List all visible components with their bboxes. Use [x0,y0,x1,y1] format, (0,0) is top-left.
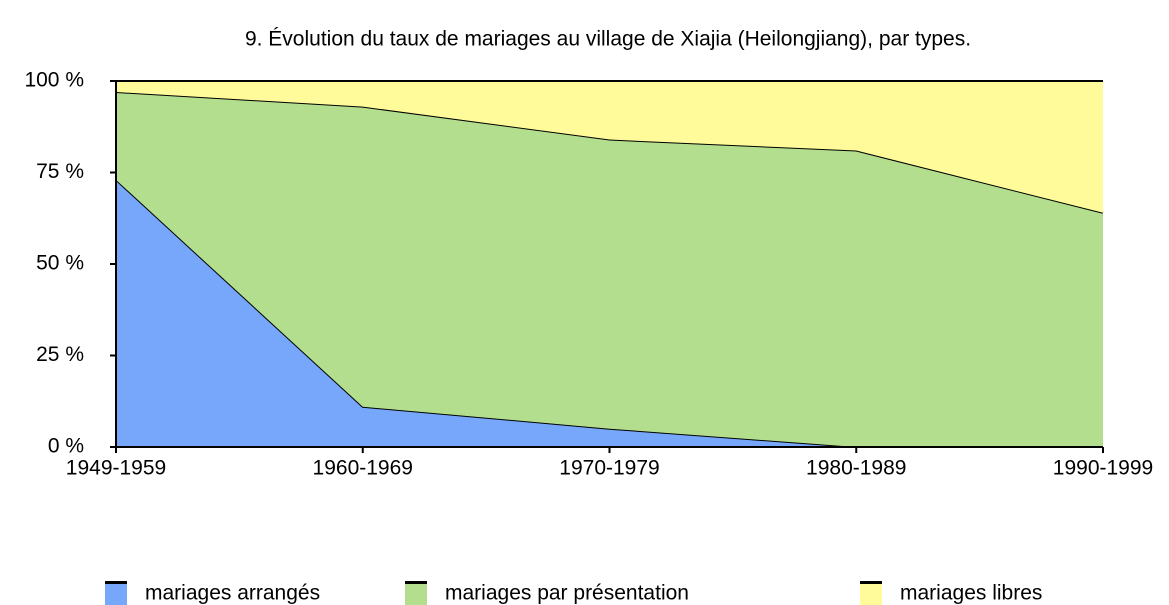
y-tick-label: 75 % [36,160,84,183]
x-tick-label: 1949-1959 [66,457,166,480]
legend-label: mariages libres [900,582,1042,605]
legend-swatch [105,581,127,605]
y-tick-label: 25 % [36,343,84,366]
y-tick-label: 0 % [48,435,84,458]
x-tick-label: 1970-1979 [559,457,659,480]
chart-title: 9. Évolution du taux de mariages au vill… [245,28,971,51]
legend-swatch-line [405,581,427,584]
x-tick-label: 1980-1989 [806,457,906,480]
legend-swatch [860,581,882,605]
area [116,179,1103,447]
legend-label: mariages arrangés [145,582,320,605]
area [116,81,1103,213]
x-tick-label: 1990-1999 [1053,457,1153,480]
y-tick-label: 50 % [36,252,84,275]
legend-swatch-line [105,581,127,584]
y-tick-label: 100 % [24,69,84,92]
legend-label: mariages par présentation [445,582,689,605]
x-tick-label: 1960-1969 [313,457,413,480]
area [116,91,1103,447]
legend-swatch-line [860,581,882,584]
legend-swatch [405,581,427,605]
